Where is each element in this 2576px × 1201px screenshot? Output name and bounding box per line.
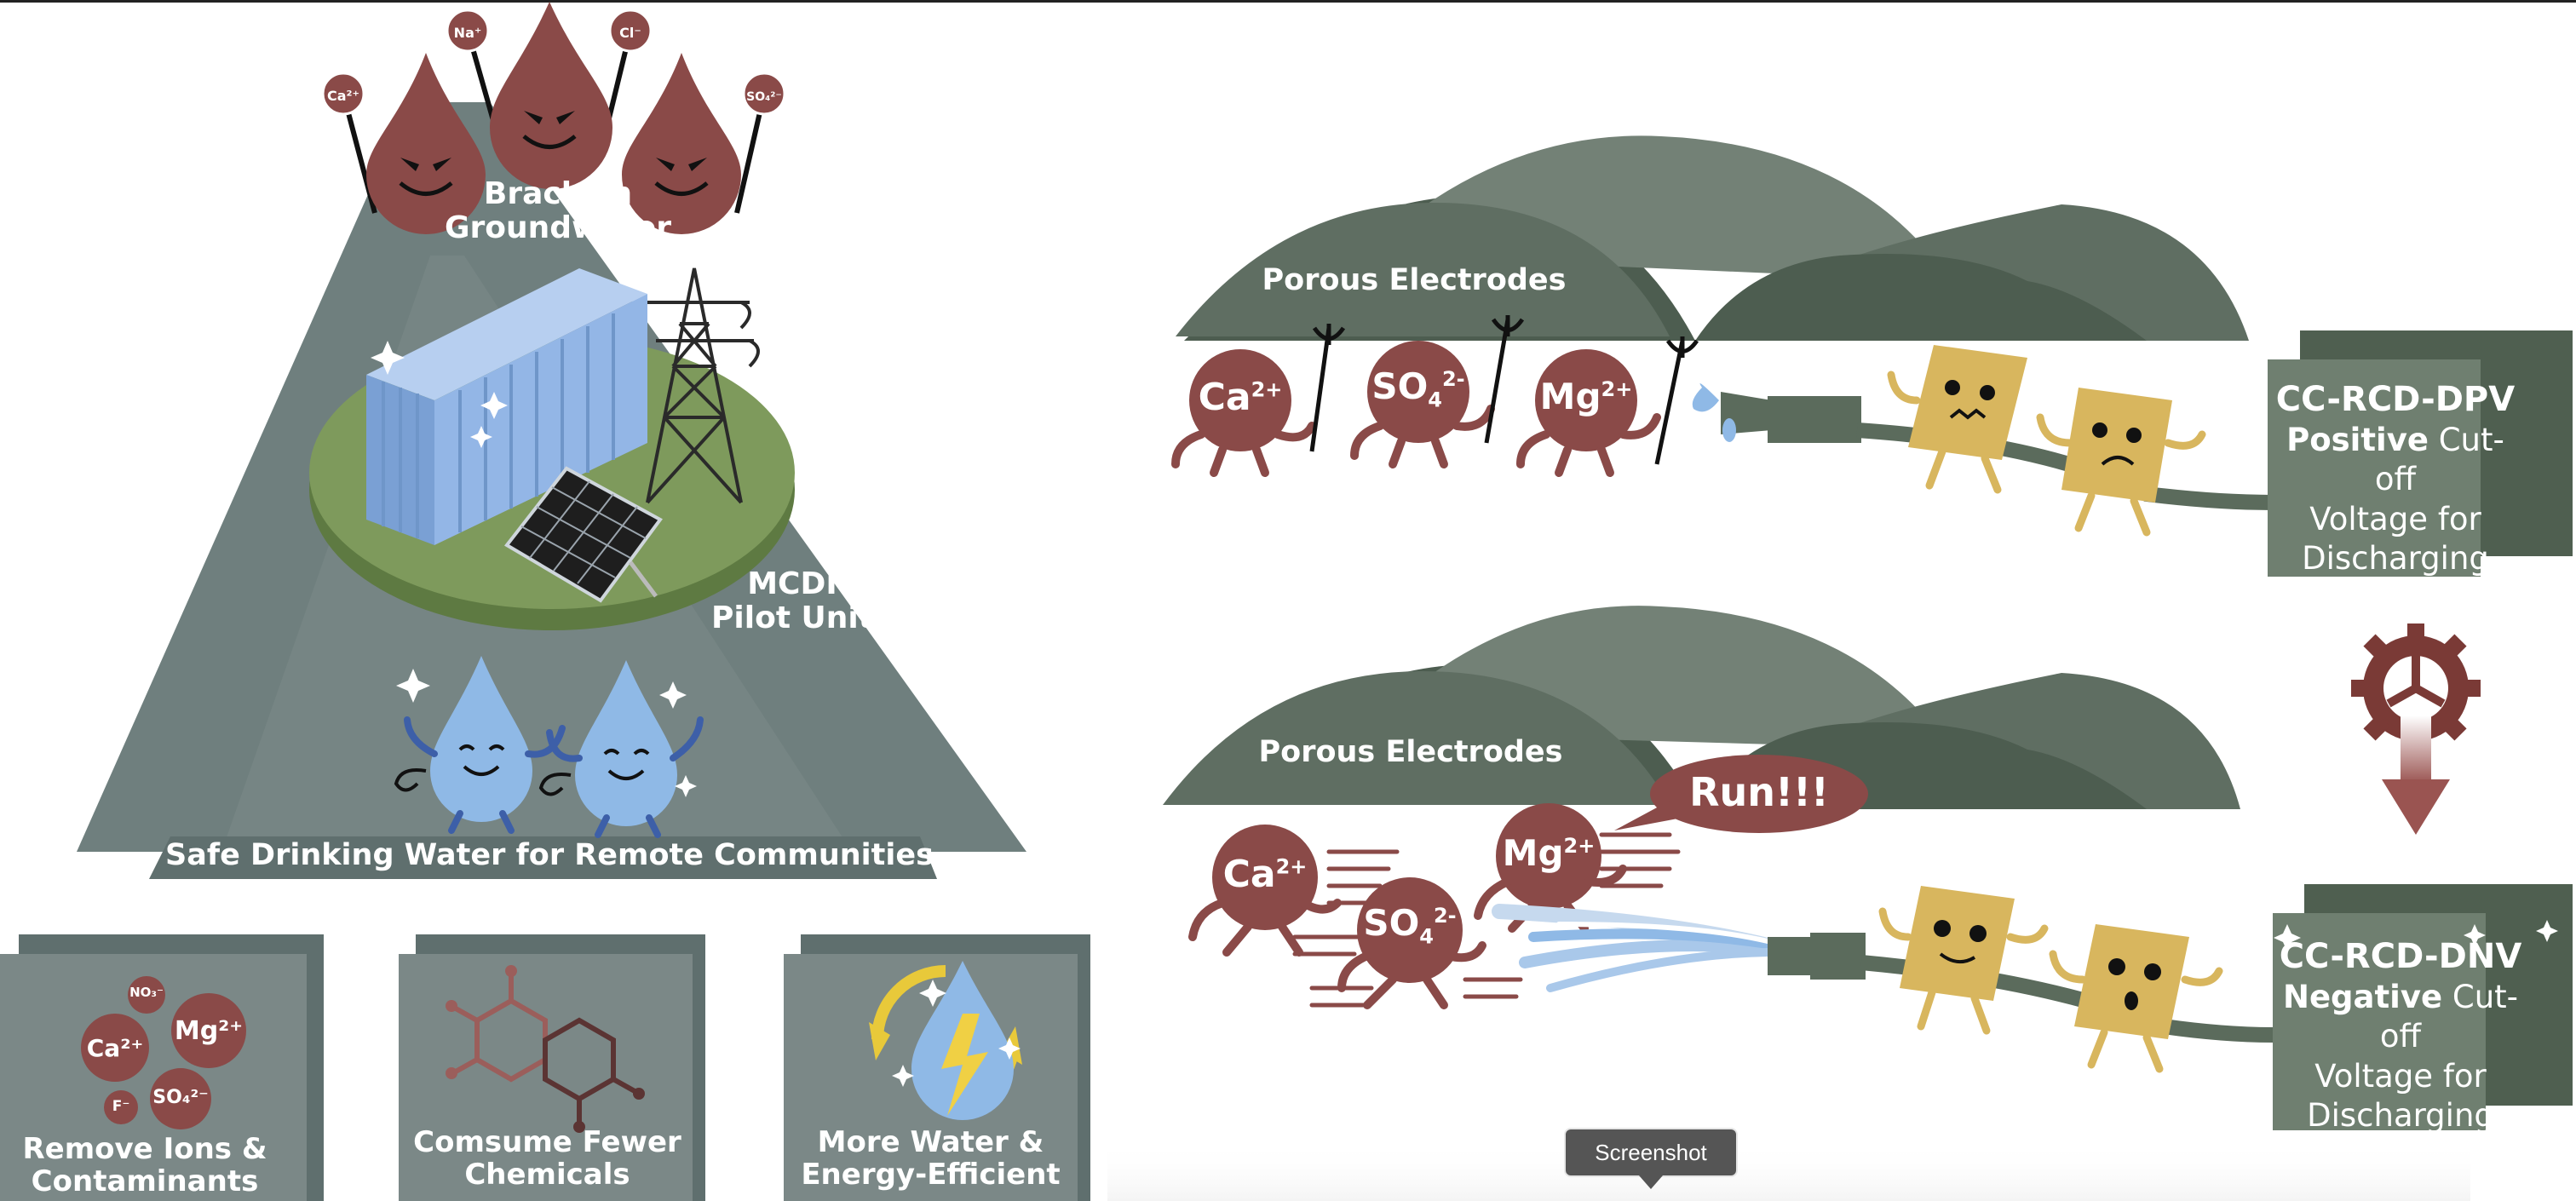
- top-electrodes: [1176, 135, 2249, 341]
- ion-mg-label: Mg²⁺: [174, 1016, 244, 1046]
- dpv-mode-title: CC-RCD-DPV: [2275, 380, 2516, 419]
- container-icon: [366, 268, 647, 545]
- speed-lines: [1292, 832, 1681, 1008]
- sign-so4: SO₄²⁻: [746, 90, 782, 104]
- dpv-mode-line3: Discharging: [2302, 539, 2489, 577]
- bottom-happy-cards: [1878, 886, 2223, 1073]
- top-ions: [1171, 315, 1699, 477]
- top-ion-ca: Ca2+: [1198, 376, 1283, 419]
- screenshot-tooltip: Screenshot: [1564, 1128, 1738, 1189]
- power-tower-icon: [646, 267, 760, 504]
- dpv-mode-line1: Positive Cut-off: [2286, 422, 2504, 498]
- mcdi-pilot-unit-label: MCDI Pilot Unit: [711, 566, 873, 636]
- happy-water-drops: [394, 656, 704, 838]
- top-ion-mg: Mg2+: [1539, 376, 1633, 417]
- top-sad-cards: [1887, 345, 2206, 537]
- bottom-ions: [1188, 803, 1627, 1009]
- dnv-mode-label: CC-RCD-DNV Negative Cut-off Voltage for …: [2273, 935, 2528, 1135]
- brackish-drops: [321, 2, 786, 234]
- dpv-mode-box: [2268, 330, 2573, 577]
- safe-drinking-water-label: Safe Drinking Water for Remote Communiti…: [165, 838, 934, 872]
- top-porous-electrodes-label: Porous Electrodes: [1262, 263, 1567, 297]
- bottom-water-jet: [1492, 904, 1775, 992]
- benefit-energy-efficient-label: More Water & Energy-Efficient: [801, 1125, 1061, 1192]
- ion-f-label: F⁻: [112, 1098, 130, 1115]
- benefit-fewer-chemicals-label: Comsume Fewer Chemicals: [413, 1125, 681, 1192]
- ion-ca-label: Ca²⁺: [86, 1034, 144, 1062]
- dnv-mode-line1: Negative Cut-off: [2282, 979, 2518, 1055]
- molecule-icon: [446, 965, 645, 1133]
- dnv-mode-box: [2273, 884, 2573, 1130]
- run-speech-text: Run!!!: [1689, 769, 1829, 815]
- bottom-ion-ca: Ca2+: [1222, 853, 1308, 896]
- solar-panel-icon: [504, 466, 663, 603]
- dpv-mode-label: CC-RCD-DPV Positive Cut-off Voltage for …: [2268, 378, 2523, 578]
- dnv-mode-line2: Voltage for: [2314, 1057, 2487, 1095]
- bottom-fade: [1107, 1141, 2470, 1201]
- ion-no3-label: NO₃⁻: [129, 985, 164, 1000]
- top-ion-so4: SO42-: [1371, 365, 1465, 412]
- dnv-mode-title: CC-RCD-DNV: [2279, 937, 2522, 976]
- dpv-mode-line2: Voltage for: [2309, 500, 2481, 537]
- benefit-remove-ions-label: Remove Ions & Contaminants: [22, 1132, 267, 1199]
- bottom-porous-electrodes-label: Porous Electrodes: [1258, 735, 1563, 769]
- dnv-mode-line3: Discharging: [2307, 1096, 2494, 1134]
- top-border: [0, 0, 2576, 3]
- sign-cl: Cl⁻: [619, 25, 641, 41]
- bottom-ion-so4: SO42-: [1363, 902, 1457, 949]
- switch-gear-icon: [2351, 623, 2481, 835]
- run-speech-bubble: [1614, 755, 1868, 833]
- sign-na: Na⁺: [454, 25, 482, 41]
- sign-ca: Ca²⁺: [327, 88, 359, 104]
- bottom-ion-mg: Mg2+: [1502, 832, 1596, 874]
- brackish-groundwater-label: Brackish Groundwater: [445, 176, 671, 246]
- ion-so4-label: SO₄²⁻: [152, 1087, 209, 1108]
- ions-icon: [81, 976, 246, 1129]
- water-energy-icon: [869, 961, 1022, 1120]
